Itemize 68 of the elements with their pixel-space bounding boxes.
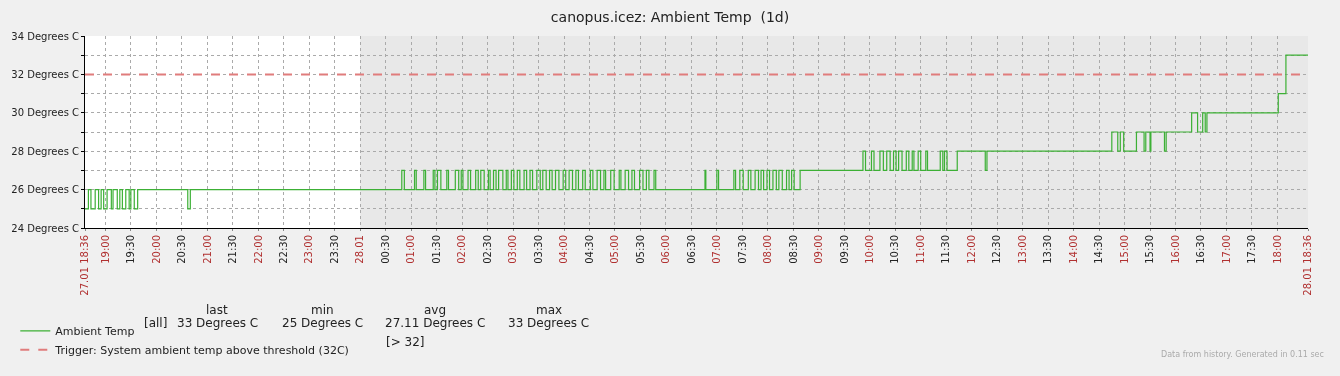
x-tick-label: 13:00 <box>1016 235 1028 264</box>
text: 33 Degrees C <box>177 316 259 330</box>
x-tick-label: 22:30 <box>277 235 289 264</box>
x-tick-label: 23:00 <box>303 235 315 264</box>
x-tick-label: 02:00 <box>456 235 468 264</box>
text: avg <box>424 303 447 317</box>
y-tick-label: 28 Degrees C <box>11 145 80 157</box>
x-tick-label: 19:00 <box>99 235 111 264</box>
x-tick-label: 20:00 <box>150 235 162 264</box>
x-tick-label: 10:00 <box>864 235 876 264</box>
x-tick-label: 09:00 <box>813 235 825 264</box>
x-tick-label: 02:30 <box>481 235 493 264</box>
text: 25 Degrees C <box>282 316 364 330</box>
text: 27.11 Degrees C <box>385 316 486 330</box>
x-tick-label: 13:30 <box>1042 235 1054 264</box>
y-tick-label: 32 Degrees C <box>11 68 80 80</box>
y-tick-label: 24 Degrees C <box>11 222 80 234</box>
x-tick-label: 20:30 <box>176 235 188 264</box>
x-tick-label: 15:30 <box>1144 235 1156 264</box>
x-tick-label: 21:30 <box>227 235 239 264</box>
x-tick-label: 07:00 <box>711 235 723 264</box>
x-tick-label: 16:30 <box>1195 235 1207 264</box>
x-tick-label: 28.01 18:36 <box>1302 235 1314 296</box>
x-tick-label: 21:00 <box>201 235 213 264</box>
x-tick-label: 04:30 <box>583 235 595 264</box>
x-tick-label: 12:00 <box>965 235 977 264</box>
legend-label: Ambient Temp <box>55 325 135 339</box>
x-tick-label: 03:30 <box>532 235 544 264</box>
text: [> 32] <box>386 335 425 349</box>
x-tick-label: 01:00 <box>405 235 417 264</box>
x-tick-label: 17:30 <box>1246 235 1258 264</box>
x-tick-label: 16:00 <box>1169 235 1181 264</box>
y-tick-label: 26 Degrees C <box>11 184 80 196</box>
chart-title: canopus.icez: Ambient Temp (1d) <box>550 8 790 25</box>
x-tick-label: 00:30 <box>379 235 391 264</box>
x-tick-label: 22:00 <box>252 235 264 264</box>
x-tick-label: 23:30 <box>328 235 340 264</box>
x-tick-label: 05:00 <box>609 235 621 264</box>
x-tick-label: 03:00 <box>507 235 519 264</box>
x-tick-label: 06:00 <box>660 235 672 264</box>
x-tick-label: 14:30 <box>1093 235 1105 264</box>
x-tick-label: 05:30 <box>634 235 646 264</box>
text: 33 Degrees C <box>508 316 590 330</box>
text: min <box>311 303 334 317</box>
x-tick-label: 01:30 <box>430 235 442 264</box>
y-tick-label: 30 Degrees C <box>11 107 80 119</box>
x-tick-label: 08:30 <box>787 235 799 264</box>
x-tick-label: 09:30 <box>838 235 850 264</box>
x-tick-label: 18:00 <box>1271 235 1283 264</box>
legend-label: Trigger: System ambient temp above threshold (32C) <box>54 344 349 358</box>
x-tick-label: 15:00 <box>1118 235 1130 264</box>
x-tick-label: 14:00 <box>1067 235 1079 264</box>
x-tick-label: 10:30 <box>889 235 901 264</box>
text: last <box>206 303 228 317</box>
x-tick-label: 17:00 <box>1220 235 1232 264</box>
x-tick-label: 07:30 <box>736 235 748 264</box>
x-tick-label: 08:00 <box>762 235 774 264</box>
y-tick-label: 34 Degrees C <box>11 30 80 42</box>
x-tick-label: 11:30 <box>940 235 952 264</box>
x-tick-label: 19:30 <box>125 235 137 264</box>
x-tick-label: 27.01 18:36 <box>79 235 91 296</box>
x-tick-label: 06:30 <box>685 235 697 264</box>
text: [all] <box>144 316 168 330</box>
x-tick-label: 28.01 <box>354 235 366 264</box>
x-tick-label: 12:30 <box>991 235 1003 264</box>
text: max <box>536 303 563 317</box>
x-tick-label: 04:00 <box>558 235 570 264</box>
x-tick-label: 11:00 <box>914 235 926 264</box>
